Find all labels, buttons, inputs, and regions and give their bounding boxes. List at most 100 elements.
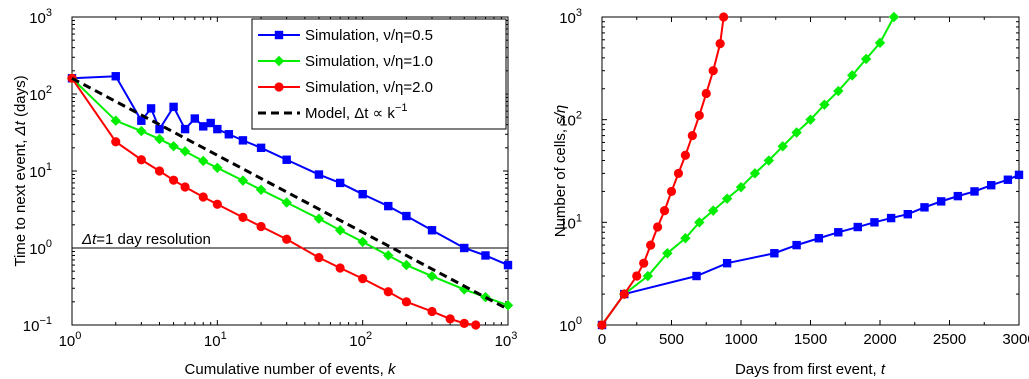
x-tick-label: 2500 [933,331,966,348]
data-point [314,170,324,179]
data-point [136,125,147,137]
x-tick-label: 101 [204,330,227,350]
data-point [313,213,325,224]
data-point [281,197,292,208]
data-point [238,212,248,222]
data-point [694,217,705,228]
data-point [814,234,824,243]
data-point [692,271,701,281]
left-ticks: 100 101 102 103 10−1 100 101 102 103 [23,7,518,350]
data-point [834,228,843,237]
data-point [777,141,788,152]
series-1 [66,73,514,311]
data-point [646,240,656,250]
series-0 [67,72,513,270]
data-point [770,249,779,258]
x-tick-label: 2000 [863,331,896,348]
series-2 [67,73,481,330]
y-tick-label: 102 [559,110,582,130]
data-point [179,146,191,157]
data-point [282,234,292,244]
data-point [460,243,469,253]
data-point [168,175,179,185]
right-y-axis-label: Number of cells, s/η [552,105,569,238]
data-point [673,168,684,178]
y-tick-label: 100 [559,315,582,335]
data-point [1014,170,1024,180]
right-series [596,11,1024,331]
data-point [237,175,249,186]
data-point [334,225,346,236]
data-point [701,88,711,99]
data-point [1003,175,1013,184]
data-point [198,192,208,202]
data-point [666,186,677,197]
data-point [180,124,190,134]
data-point [721,193,733,204]
data-point [154,166,165,176]
data-point [903,210,912,219]
series-3 [71,76,509,311]
data-point [735,181,747,193]
data-point [481,251,490,260]
data-point [597,320,607,330]
data-point [357,236,368,248]
y-tick-label: 101 [29,161,52,181]
legend-label: Simulation, ν/η=1.0 [305,53,433,70]
data-point [719,12,729,22]
legend-entry: Simulation, ν/η=0.5 [258,27,433,44]
data-point [256,221,266,232]
data-point [224,130,234,139]
x-tick-label: 3000 [1002,331,1029,348]
right-ticks: 0 500 1000 1500 2000 2500 3000 100 101 102 103 [559,7,1029,348]
data-point [687,130,697,141]
legend-marker [274,82,284,92]
data-point [358,274,368,284]
x-tick-label: 100 [59,330,82,350]
data-point [212,162,223,174]
data-point [445,314,455,324]
data-point [708,66,718,76]
data-point [792,240,801,250]
data-point [847,70,858,81]
data-point [920,203,929,212]
x-tick-label: 102 [349,330,372,350]
data-point [805,114,816,125]
data-point [502,300,514,311]
legend-marker [274,30,284,40]
data-point [722,258,732,268]
data-point [180,182,190,192]
right-chart: 0 500 1000 1500 2000 2500 3000 100 101 102 103 Day… [552,7,1029,378]
data-point [198,155,209,167]
left-chart: 100 101 102 103 10−1 100 101 102 103 Δt=1 day re… [12,7,517,378]
data-point [212,199,222,209]
left-x-axis-label: Cumulative number of events, k [185,361,397,378]
data-point [146,104,156,113]
data-point [110,115,121,126]
data-point [503,260,513,270]
data-point [314,253,324,263]
data-point [680,150,691,160]
data-point [874,37,886,49]
data-point [255,184,267,195]
data-point [206,118,215,128]
data-point [953,191,963,201]
data-point [791,127,802,138]
data-point [639,258,649,268]
x-tick-label: 0 [598,331,606,348]
y-tick-label: 10−1 [23,315,52,335]
data-point [137,116,146,125]
legend-label: Simulation, ν/η=0.5 [305,27,433,44]
data-point [888,11,900,23]
data-point [199,122,208,131]
data-point [459,318,469,328]
data-point [427,306,437,317]
y-tick-label: 101 [559,212,582,232]
x-tick-label: 103 [495,330,518,350]
data-point [426,271,438,282]
data-point [970,187,979,196]
data-point [833,85,844,97]
data-point [936,197,946,206]
data-point [282,155,291,164]
left-series [66,72,514,330]
